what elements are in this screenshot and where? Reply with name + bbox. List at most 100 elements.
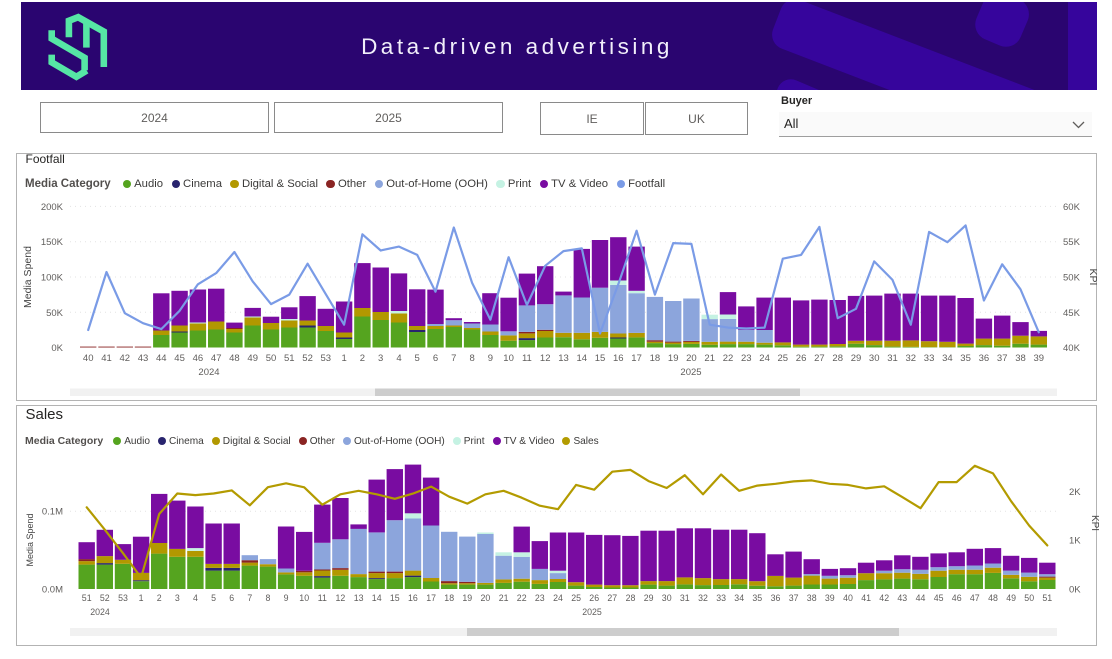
svg-text:16: 16 — [408, 593, 418, 603]
svg-text:30: 30 — [662, 593, 672, 603]
svg-text:26: 26 — [589, 593, 599, 603]
svg-text:46: 46 — [193, 353, 204, 364]
svg-text:35: 35 — [960, 353, 971, 364]
svg-text:1: 1 — [139, 593, 144, 603]
svg-text:48: 48 — [988, 593, 998, 603]
svg-text:45K: 45K — [1063, 308, 1081, 319]
svg-text:38: 38 — [807, 593, 817, 603]
svg-text:2: 2 — [360, 353, 365, 364]
svg-text:22: 22 — [723, 353, 734, 364]
svg-text:25: 25 — [571, 593, 581, 603]
svg-text:32: 32 — [906, 353, 917, 364]
svg-text:6: 6 — [433, 353, 438, 364]
svg-text:51: 51 — [284, 353, 295, 364]
svg-text:39: 39 — [1034, 353, 1045, 364]
svg-text:47: 47 — [970, 593, 980, 603]
svg-text:53: 53 — [118, 593, 128, 603]
svg-text:1: 1 — [341, 353, 346, 364]
svg-text:5: 5 — [211, 593, 216, 603]
svg-text:48: 48 — [229, 353, 240, 364]
svg-text:45: 45 — [934, 593, 944, 603]
svg-text:22: 22 — [517, 593, 527, 603]
svg-text:35: 35 — [752, 593, 762, 603]
svg-text:27: 27 — [607, 593, 617, 603]
svg-text:45: 45 — [174, 353, 185, 364]
svg-text:25: 25 — [778, 353, 789, 364]
svg-text:49: 49 — [1006, 593, 1016, 603]
svg-text:43: 43 — [897, 593, 907, 603]
svg-text:36: 36 — [979, 353, 990, 364]
svg-text:37: 37 — [997, 353, 1008, 364]
svg-text:47: 47 — [211, 353, 222, 364]
svg-text:28: 28 — [626, 593, 636, 603]
svg-text:33: 33 — [716, 593, 726, 603]
svg-text:4: 4 — [193, 593, 198, 603]
svg-text:50K: 50K — [1063, 273, 1081, 284]
svg-text:14: 14 — [577, 353, 588, 364]
svg-text:49: 49 — [247, 353, 258, 364]
svg-text:9: 9 — [488, 353, 493, 364]
svg-text:19: 19 — [462, 593, 472, 603]
svg-text:100K: 100K — [41, 273, 64, 284]
svg-text:6: 6 — [229, 593, 234, 603]
svg-text:16: 16 — [613, 353, 624, 364]
svg-text:52: 52 — [100, 593, 110, 603]
svg-text:55K: 55K — [1063, 237, 1081, 248]
svg-text:42: 42 — [879, 593, 889, 603]
svg-text:2025: 2025 — [582, 607, 602, 617]
svg-text:1K: 1K — [1069, 536, 1081, 547]
svg-text:30: 30 — [869, 353, 880, 364]
svg-text:34: 34 — [942, 353, 953, 364]
svg-text:46: 46 — [952, 593, 962, 603]
svg-text:12: 12 — [540, 353, 551, 364]
svg-text:39: 39 — [825, 593, 835, 603]
svg-text:41: 41 — [861, 593, 871, 603]
svg-text:2: 2 — [157, 593, 162, 603]
svg-text:24: 24 — [553, 593, 563, 603]
svg-text:40K: 40K — [1063, 343, 1081, 354]
svg-text:7: 7 — [247, 593, 252, 603]
svg-text:5: 5 — [415, 353, 420, 364]
svg-text:26: 26 — [796, 353, 807, 364]
svg-text:8: 8 — [469, 353, 474, 364]
svg-text:11: 11 — [522, 353, 532, 364]
svg-text:0K: 0K — [1069, 585, 1081, 596]
svg-text:29: 29 — [644, 593, 654, 603]
svg-text:44: 44 — [156, 353, 167, 364]
svg-text:42: 42 — [120, 353, 131, 364]
svg-text:23: 23 — [535, 593, 545, 603]
svg-text:50: 50 — [266, 353, 277, 364]
svg-text:51: 51 — [1042, 593, 1052, 603]
svg-text:34: 34 — [734, 593, 744, 603]
svg-text:18: 18 — [444, 593, 454, 603]
svg-text:50: 50 — [1024, 593, 1034, 603]
svg-text:17: 17 — [426, 593, 436, 603]
svg-text:15: 15 — [390, 593, 400, 603]
svg-text:31: 31 — [680, 593, 690, 603]
svg-text:53: 53 — [321, 353, 332, 364]
svg-text:20: 20 — [481, 593, 491, 603]
svg-text:13: 13 — [354, 593, 364, 603]
svg-text:21: 21 — [499, 593, 509, 603]
svg-text:3: 3 — [175, 593, 180, 603]
svg-text:7: 7 — [451, 353, 456, 364]
svg-text:4: 4 — [396, 353, 401, 364]
svg-text:14: 14 — [372, 593, 382, 603]
svg-text:0.0M: 0.0M — [42, 585, 63, 596]
svg-text:150K: 150K — [41, 237, 64, 248]
svg-text:KPI: KPI — [1087, 269, 1099, 286]
svg-text:50K: 50K — [46, 308, 64, 319]
svg-text:51: 51 — [82, 593, 92, 603]
svg-text:24: 24 — [759, 353, 770, 364]
svg-text:37: 37 — [789, 593, 799, 603]
svg-text:41: 41 — [101, 353, 112, 364]
svg-text:36: 36 — [771, 593, 781, 603]
svg-text:2K: 2K — [1069, 487, 1081, 498]
svg-text:19: 19 — [668, 353, 679, 364]
svg-text:27: 27 — [814, 353, 825, 364]
svg-text:60K: 60K — [1063, 202, 1081, 213]
svg-text:8: 8 — [265, 593, 270, 603]
svg-text:2024: 2024 — [90, 607, 110, 617]
svg-text:12: 12 — [336, 593, 346, 603]
svg-text:200K: 200K — [41, 202, 64, 213]
